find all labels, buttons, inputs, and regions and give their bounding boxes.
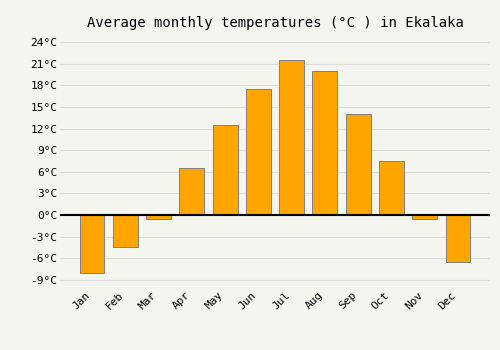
Bar — [246, 89, 271, 215]
Bar — [412, 215, 437, 219]
Bar — [113, 215, 138, 247]
Title: Average monthly temperatures (°C ) in Ekalaka: Average monthly temperatures (°C ) in Ek… — [86, 16, 464, 30]
Bar — [312, 71, 338, 215]
Bar — [146, 215, 171, 219]
Bar — [80, 215, 104, 273]
Bar — [279, 60, 304, 215]
Bar — [180, 168, 204, 215]
Bar — [379, 161, 404, 215]
Bar — [446, 215, 470, 262]
Bar — [212, 125, 238, 215]
Bar — [346, 114, 370, 215]
